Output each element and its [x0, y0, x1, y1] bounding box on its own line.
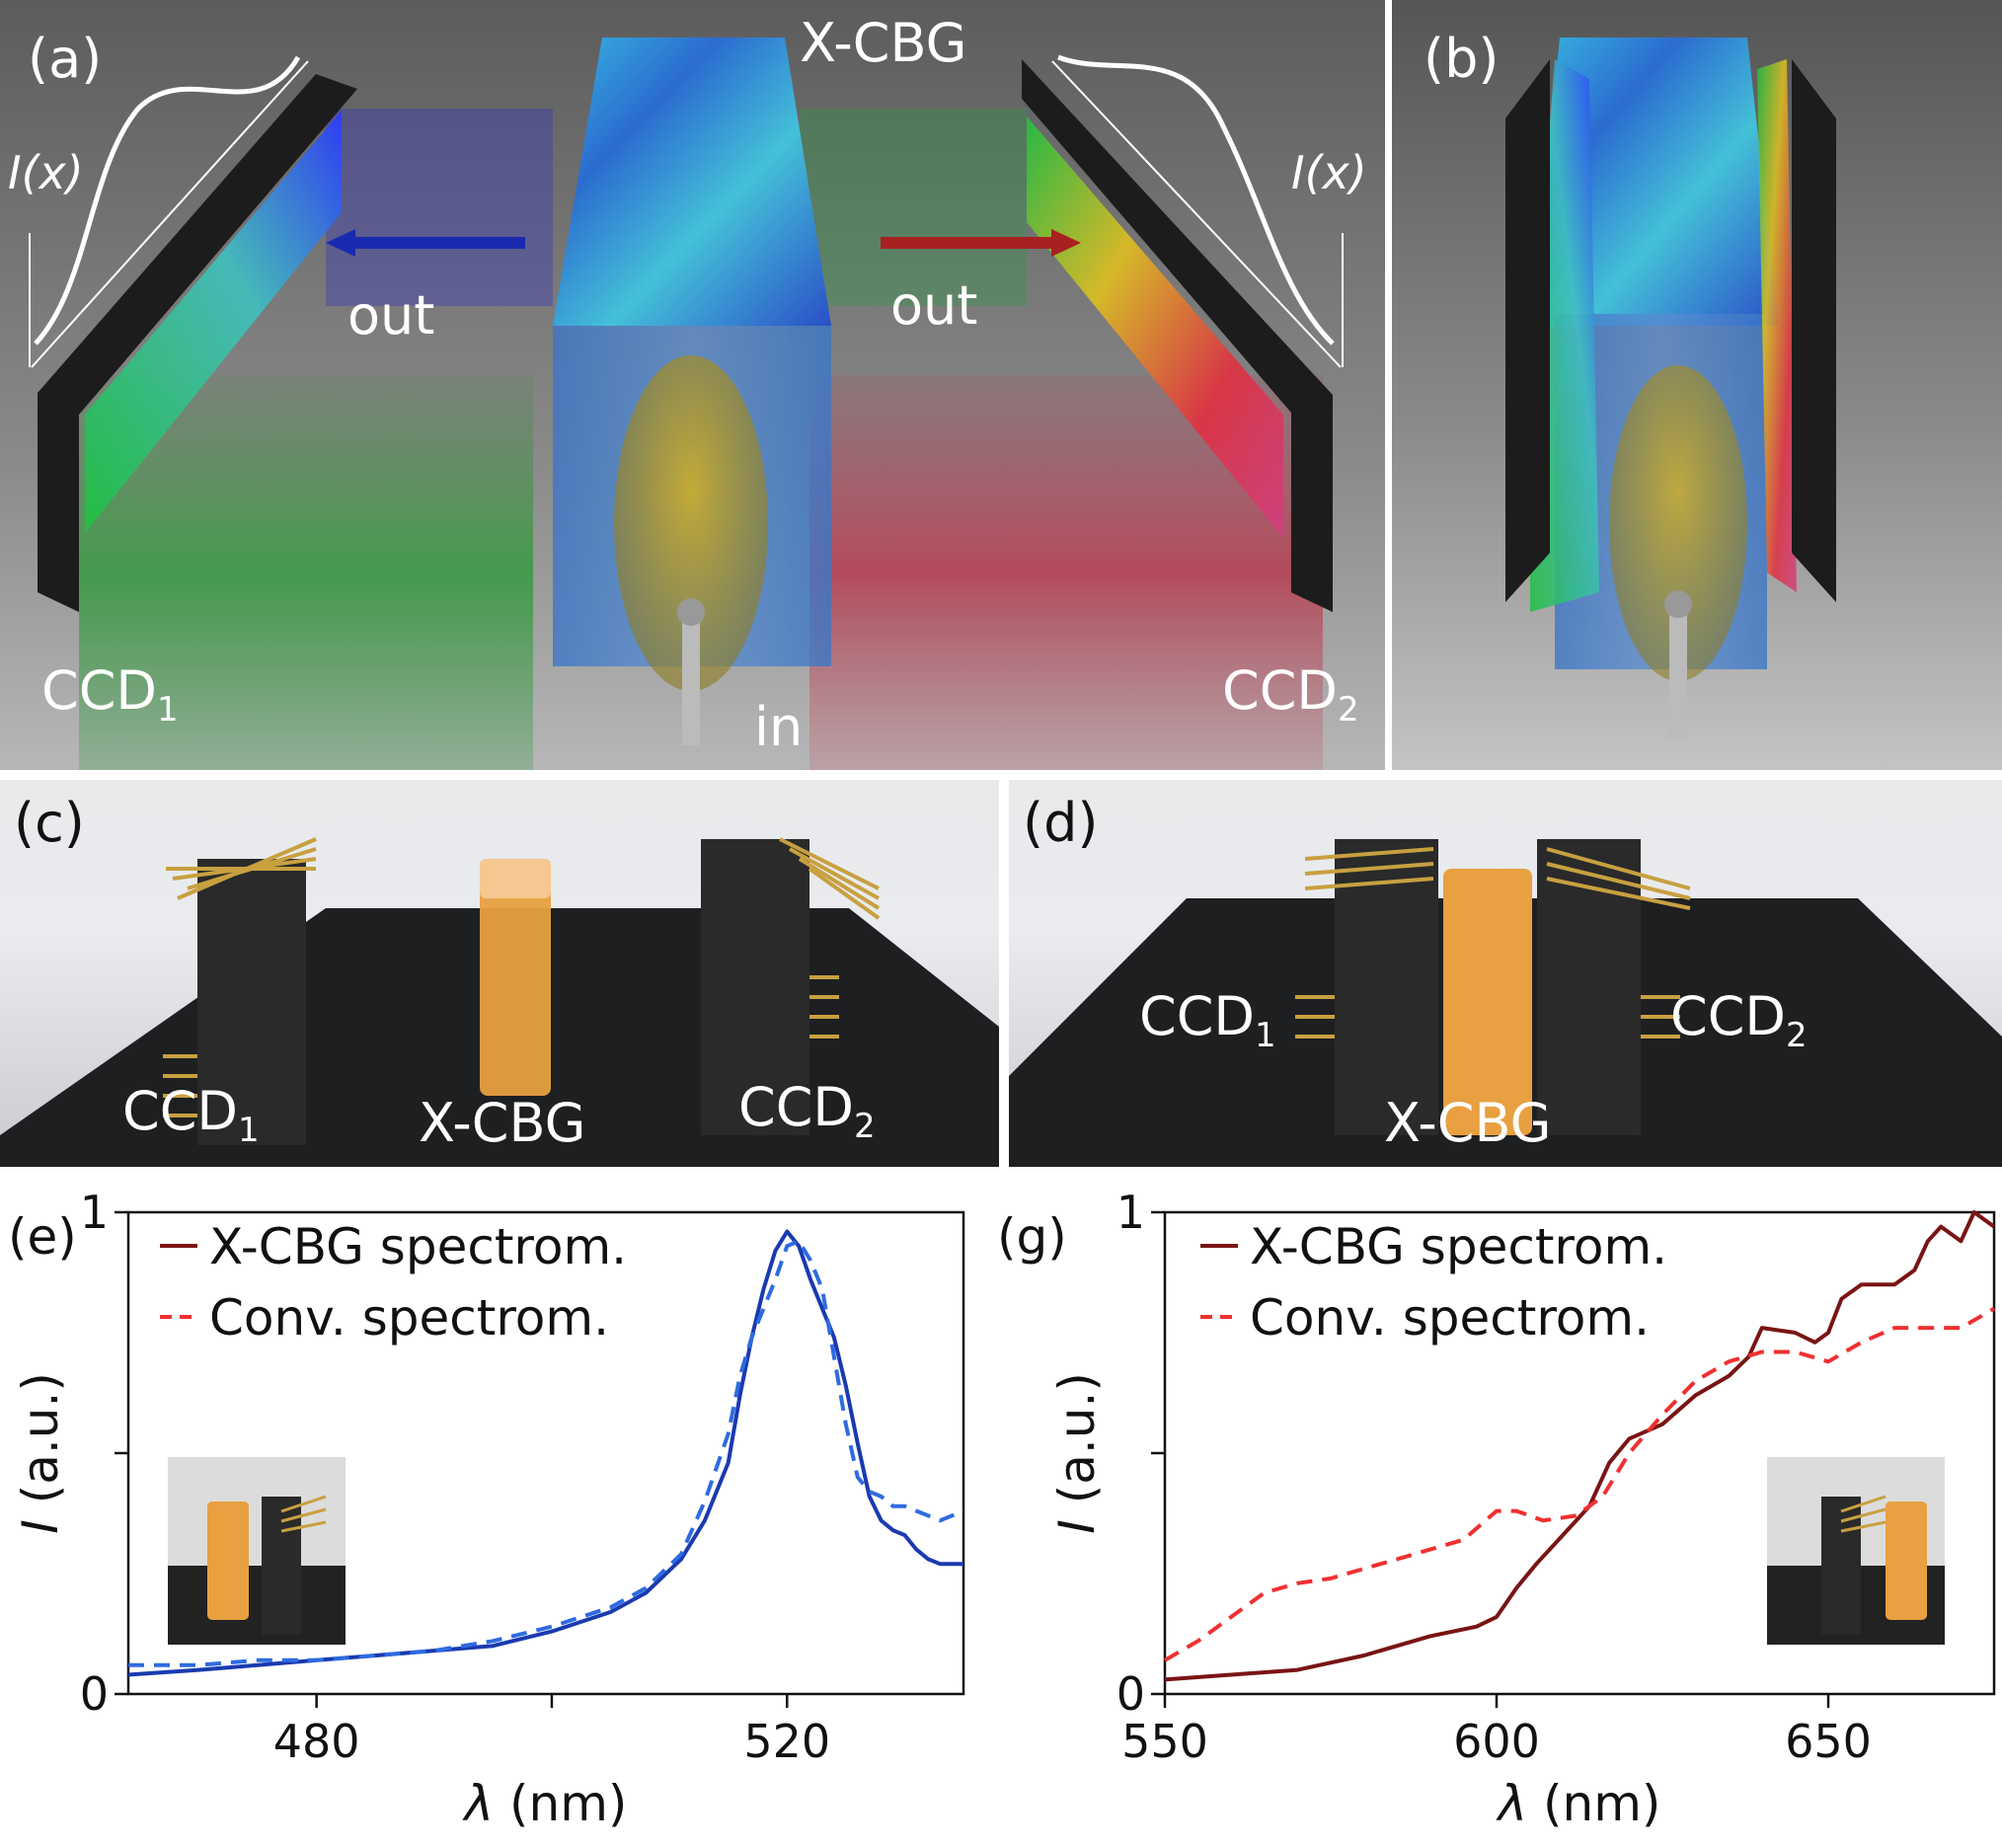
- fiber-tip-b: [1664, 590, 1692, 618]
- chart-e-container: (e) 480 520 0 1 λ (nm) I (a.u.) X-CBG spectrom.…: [0, 1185, 987, 1848]
- ccd1-housing: [38, 74, 357, 612]
- out-left-label: out: [347, 284, 435, 346]
- ccd1-lower-pins-c: [163, 1054, 197, 1117]
- ccd2-lower-pins-c: [809, 975, 839, 1039]
- series-line-2: [128, 1239, 964, 1667]
- y-tick-label: 0: [1116, 1667, 1145, 1721]
- ccd2-label-d: CCD2: [1670, 985, 1808, 1055]
- blue-light-glow: [326, 109, 553, 306]
- chart-g-svg: (g) 550 600 650 0 1 λ (nm) I (a.u.) X-CBG spectr…: [997, 1186, 1996, 1832]
- ccd1-package-c: [197, 859, 306, 1145]
- ccd1-pins-c: [166, 837, 317, 900]
- ccd1-pixel-array: [85, 111, 342, 533]
- schematic-a-drawing: [29, 38, 1344, 770]
- intensity-label-right: I(x): [1291, 146, 1367, 199]
- panel-d-photo: (d) CCD1 X-CBG CCD2: [1009, 780, 2002, 1167]
- photo-d-drawing: [1009, 839, 2002, 1167]
- out-left-arrowhead: [326, 229, 355, 257]
- ccd2-label: CCD2: [1222, 659, 1359, 730]
- intensity-curve-right: [1057, 54, 1335, 346]
- inset-photo-ccd: [262, 1497, 301, 1635]
- x-axis-label: λ (nm): [462, 1775, 628, 1832]
- ccd2-package-c: [701, 839, 809, 1135]
- x-tick-label: 650: [1785, 1715, 1872, 1768]
- ccd1-label: CCD1: [41, 659, 179, 730]
- x-tick-label: 600: [1453, 1715, 1540, 1768]
- xcbg-crystal-top-c: [480, 859, 551, 898]
- photo-c-drawing: [0, 837, 999, 1167]
- ccd1-package-d: [1335, 839, 1438, 1135]
- inset-photo-crystal: [1886, 1502, 1927, 1620]
- y-tick-label: 1: [1116, 1186, 1145, 1239]
- schematic-b-drawing: [1505, 38, 1836, 737]
- intensity-curve-left: [34, 55, 301, 346]
- legend-label: X-CBG spectrom.: [1250, 1218, 1667, 1275]
- pins-top-d: [1304, 847, 1691, 910]
- panel-d-label: (d): [1023, 792, 1099, 854]
- panel-b-schematic: (b): [1392, 0, 2002, 770]
- in-label: in: [754, 696, 804, 758]
- x-tick-label: 480: [273, 1715, 360, 1768]
- ccd2-pixel-array: [1027, 116, 1283, 538]
- panel-c-photo: (c) CCD1 X-CBG CCD2: [0, 780, 999, 1167]
- pins-bottom-d: [1295, 995, 1680, 1039]
- inset-photo-stage: [168, 1566, 346, 1645]
- ccd2-label-c: CCD2: [738, 1076, 876, 1146]
- chart-e-svg: (e) 480 520 0 1 λ (nm) I (a.u.) X-CBG spectrom.…: [8, 1186, 965, 1832]
- input-fiber: [682, 612, 700, 745]
- series-line-2: [1163, 1306, 1996, 1662]
- input-beam-spot: [614, 355, 768, 691]
- green-right-glow: [800, 109, 1027, 306]
- input-beam-spot-b: [1609, 365, 1747, 681]
- intensity-axis-left: [31, 60, 309, 368]
- input-fiber-b: [1669, 604, 1687, 737]
- y-tick-label: 1: [80, 1186, 109, 1239]
- xcbg-crystal-d: [1443, 869, 1532, 1135]
- panel-label: (g): [997, 1208, 1067, 1266]
- xcbg-crystal-c: [480, 859, 551, 1096]
- panel-a-label: (a): [28, 28, 103, 90]
- y-tick-label: 0: [80, 1667, 109, 1721]
- ccd2-pixel-array-b: [1757, 59, 1797, 592]
- ccd1-label-c: CCD1: [122, 1080, 260, 1150]
- ccd2-housing: [1022, 59, 1333, 612]
- y-axis-label: I (a.u.): [1048, 1372, 1106, 1534]
- inset-photo-ccd: [1821, 1497, 1861, 1635]
- ccd1-label-d: CCD1: [1139, 985, 1276, 1055]
- inset-photo-pins: [1840, 1495, 1886, 1533]
- legend-label: Conv. spectrom.: [209, 1289, 609, 1347]
- x-tick-label: 520: [743, 1715, 830, 1768]
- panel-a-schematic: (a) X-CBG out out in I(x) I(x) CCD1 CCD2: [0, 0, 1385, 770]
- xcbg-label-c: X-CBG: [419, 1092, 586, 1154]
- out-right-label: out: [890, 274, 978, 337]
- x-axis-label: λ (nm): [1496, 1775, 1661, 1832]
- out-right-arrowhead: [1051, 229, 1081, 257]
- inset-photo-crystal: [207, 1502, 249, 1620]
- panel-c-label: (c): [14, 792, 85, 854]
- legend-label: Conv. spectrom.: [1250, 1289, 1650, 1347]
- ccd2-pins-c: [779, 837, 881, 920]
- intensity-label-left: I(x): [8, 146, 84, 199]
- legend-label: X-CBG spectrom.: [209, 1218, 627, 1275]
- intensity-axis-right: [1051, 60, 1342, 368]
- chart-g-container: (g) 550 600 650 0 1 λ (nm) I (a.u.) X-CBG spectr…: [997, 1185, 2002, 1848]
- panel-b-label: (b): [1424, 28, 1500, 90]
- x-tick-label: 550: [1121, 1715, 1208, 1768]
- panel-label: (e): [8, 1208, 77, 1266]
- series-line-1: [1164, 1210, 1996, 1682]
- grating-label: X-CBG: [800, 12, 967, 74]
- xcbg-label-d: X-CBG: [1384, 1092, 1552, 1154]
- ccd1-housing-b: [1505, 59, 1550, 602]
- xcbg-top-face: [553, 38, 831, 326]
- y-axis-label: I (a.u.): [12, 1372, 69, 1534]
- fiber-tip: [677, 598, 705, 626]
- inset-photo-pins: [280, 1495, 327, 1533]
- ccd2-housing-b: [1792, 59, 1836, 602]
